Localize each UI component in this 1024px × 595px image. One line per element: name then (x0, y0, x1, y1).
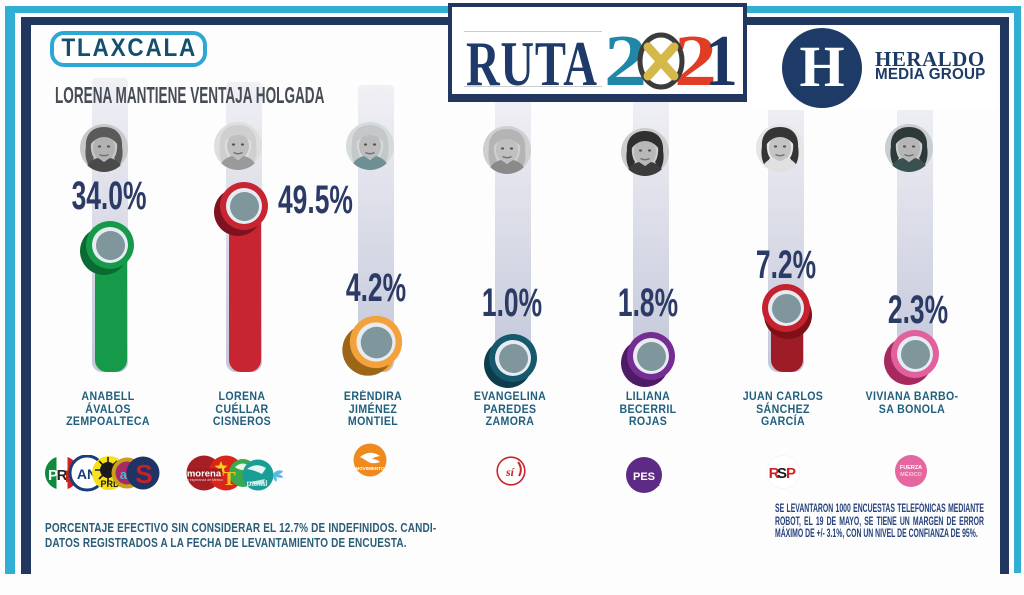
svg-text:FUERZA: FUERZA (900, 465, 922, 471)
svg-text:sí: sí (505, 465, 516, 479)
svg-text:R: R (769, 465, 780, 482)
svg-text:La esperanza de México: La esperanza de México (185, 478, 223, 482)
svg-text:P: P (48, 467, 58, 484)
svg-text:S: S (135, 459, 152, 489)
svg-text:MOVIMIENTO: MOVIMIENTO (356, 466, 385, 471)
svg-text:PES: PES (633, 471, 655, 483)
svg-text:panal: panal (247, 479, 268, 488)
svg-text:MÉXICO: MÉXICO (900, 470, 922, 478)
svg-text:T: T (222, 468, 236, 490)
svg-text:PRD: PRD (100, 479, 120, 489)
svg-text:S: S (777, 465, 787, 482)
svg-text:P: P (786, 465, 796, 482)
svg-text:R: R (57, 467, 68, 484)
svg-text:morena: morena (187, 469, 222, 480)
svg-text:AN: AN (77, 466, 97, 482)
